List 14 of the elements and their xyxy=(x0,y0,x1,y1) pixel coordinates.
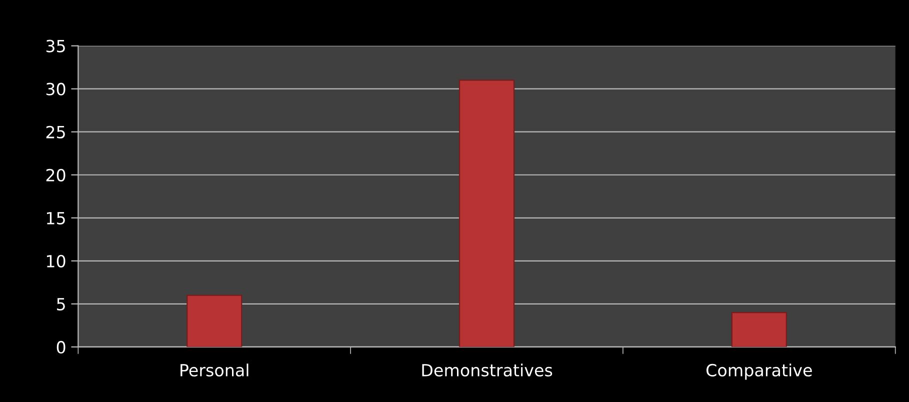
y-tick-label: 0 xyxy=(56,340,66,354)
y-tick-label: 25 xyxy=(46,126,65,138)
x-tick-label: Demonstratives xyxy=(422,364,552,376)
bar xyxy=(186,294,242,347)
y-tick-label: 30 xyxy=(46,82,66,96)
y-tick-label: 20 xyxy=(46,168,66,182)
bar xyxy=(458,80,515,347)
y-tick-label: 5 xyxy=(57,298,65,310)
x-tick-label: Personal xyxy=(180,364,248,376)
y-tick-label: 35 xyxy=(46,40,65,52)
bar xyxy=(731,312,787,347)
y-tick-label: 10 xyxy=(46,254,66,268)
y-tick-label: 15 xyxy=(46,212,65,224)
x-tick-label: Comparative xyxy=(706,364,812,380)
